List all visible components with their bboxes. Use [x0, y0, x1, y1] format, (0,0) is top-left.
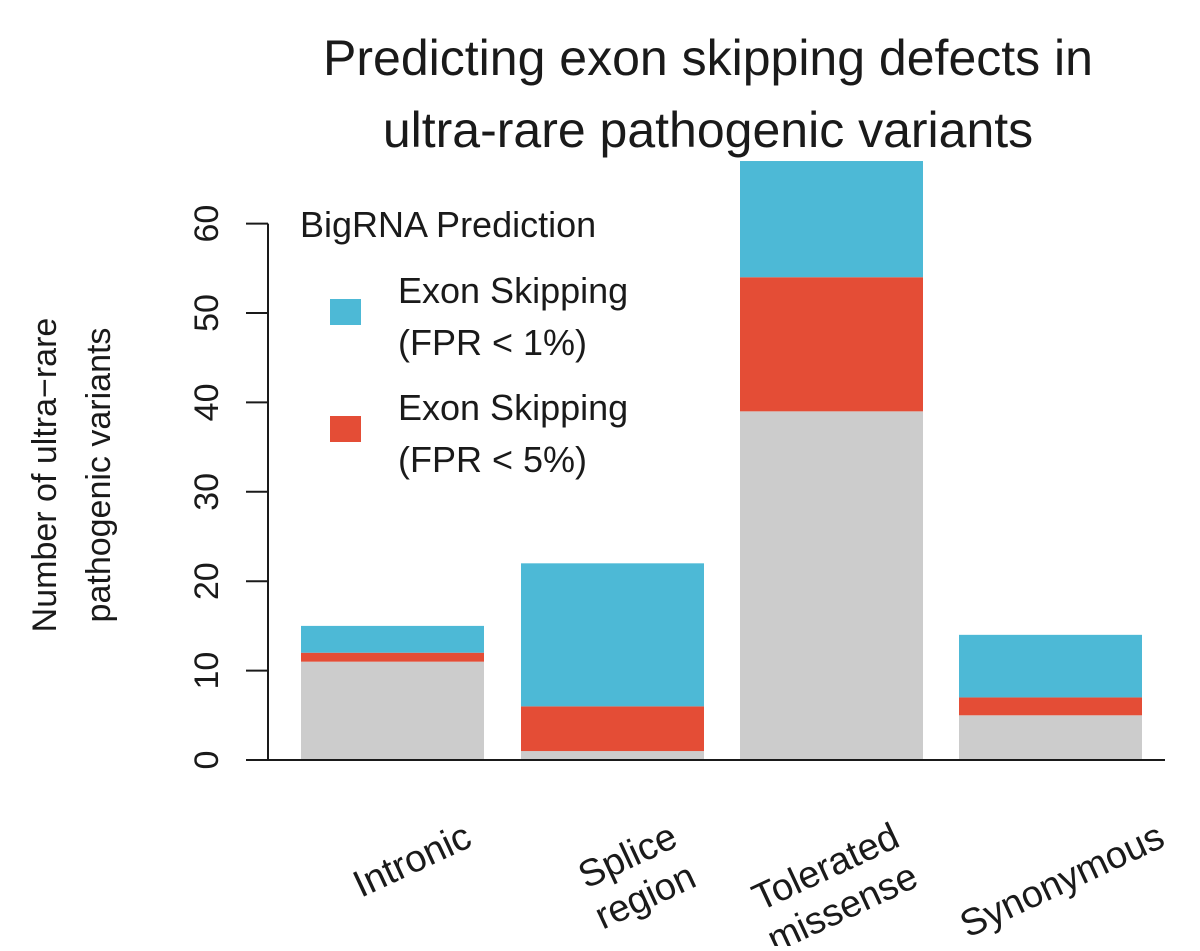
- bar-segment: [740, 277, 923, 412]
- y-tick-label: 0: [188, 751, 226, 770]
- bar-segment: [740, 161, 923, 278]
- bar-segment: [301, 652, 484, 662]
- y-tick-label: 60: [188, 205, 226, 243]
- x-tick-label: Intronic: [347, 815, 478, 906]
- legend-entry-label: Exon Skipping: [398, 270, 628, 311]
- legend-entry-label: (FPR < 5%): [398, 439, 587, 480]
- x-tick-label: Synonymous: [954, 815, 1171, 946]
- legend-entry-label: Exon Skipping: [398, 387, 628, 428]
- y-axis-label-line: pathogenic variants: [80, 328, 118, 623]
- bar-segment: [521, 706, 704, 752]
- bar-segment: [521, 751, 704, 760]
- bar-segment: [959, 715, 1142, 760]
- x-tick-label-line: Synonymous: [954, 815, 1171, 946]
- y-axis-label-line: Number of ultra−rare: [26, 318, 64, 633]
- bar-segment: [301, 661, 484, 760]
- chart-title-line: ultra-rare pathogenic variants: [383, 102, 1033, 158]
- y-axis-label: Number of ultra−rare pathogenic variants: [26, 318, 118, 633]
- legend-entry-label: (FPR < 1%): [398, 322, 587, 363]
- bar-segment: [959, 634, 1142, 698]
- bar-segment: [301, 625, 484, 653]
- legend: BigRNA Prediction Exon Skipping (FPR < 1%)…: [300, 204, 628, 480]
- chart-title: Predicting exon skipping defects in ultra…: [323, 30, 1093, 158]
- chart-title-line: Predicting exon skipping defects in: [323, 30, 1093, 86]
- bars: [301, 161, 1142, 760]
- y-axis: 0 10 20 30 40 50 60: [188, 205, 269, 770]
- bar-segment: [740, 411, 923, 760]
- y-tick-label: 40: [188, 383, 226, 421]
- bar-segment: [959, 697, 1142, 716]
- legend-title: BigRNA Prediction: [300, 204, 596, 245]
- y-tick-label: 50: [188, 294, 226, 332]
- bar-segment: [521, 563, 704, 707]
- legend-swatch: [330, 416, 361, 442]
- x-tick-label-line: Intronic: [347, 815, 478, 906]
- y-tick-label: 20: [188, 562, 226, 600]
- y-tick-label: 10: [188, 652, 226, 690]
- legend-swatch: [330, 299, 361, 325]
- y-tick-label: 30: [188, 473, 226, 511]
